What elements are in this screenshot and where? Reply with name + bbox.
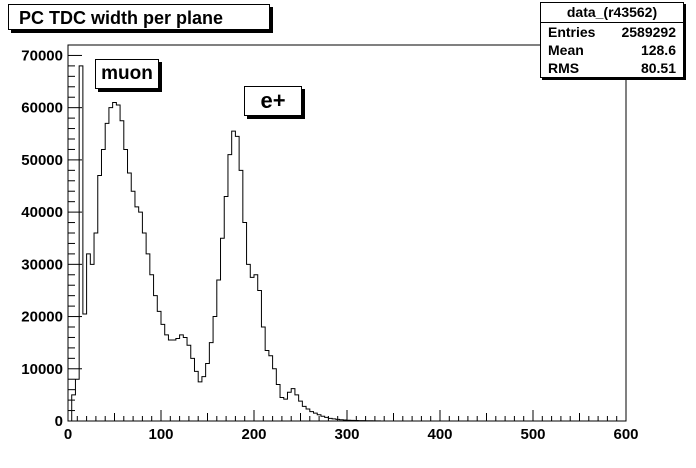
stats-mean-label: Mean [548, 42, 584, 58]
stats-row-mean: Mean 128.6 [541, 41, 683, 59]
annotation-eplus: e+ [244, 86, 302, 116]
histogram-line [68, 65, 392, 422]
x-tick-label: 100 [148, 426, 173, 443]
x-tick-label: 0 [64, 426, 72, 443]
stats-row-entries: Entries 2589292 [541, 23, 683, 41]
x-axis: 0 100 200 300 400 500 600 [64, 410, 639, 443]
y-tick-label: 40000 [21, 204, 63, 221]
stats-mean-value: 128.6 [640, 42, 676, 58]
x-tick-label: 600 [613, 426, 638, 443]
y-tick-label: 10000 [21, 361, 63, 378]
y-tick-label: 60000 [21, 100, 63, 117]
y-axis: 0 10000 20000 30000 40000 50000 60000 70000 [21, 44, 82, 430]
plot-title: PC TDC width per plane [8, 4, 270, 30]
x-tick-label: 400 [427, 426, 452, 443]
stats-entries-value: 2589292 [621, 24, 676, 40]
y-tick-label: 30000 [21, 256, 63, 273]
stats-name: data_(r43562) [541, 3, 683, 23]
x-tick-label: 200 [241, 426, 266, 443]
x-tick-label: 500 [520, 426, 545, 443]
stats-entries-label: Entries [548, 24, 596, 40]
stats-rms-label: RMS [548, 60, 580, 76]
stats-box: data_(r43562) Entries 2589292 Mean 128.6… [540, 2, 684, 78]
stats-rms-value: 80.51 [640, 60, 676, 76]
y-tick-label: 20000 [21, 309, 63, 326]
y-tick-label: 0 [55, 413, 63, 430]
x-tick-label: 300 [334, 426, 359, 443]
annotation-muon: muon [95, 59, 159, 89]
plot-frame [67, 44, 627, 422]
y-tick-label: 70000 [21, 47, 63, 64]
stats-row-rms: RMS 80.51 [541, 59, 683, 77]
y-tick-label: 50000 [21, 152, 63, 169]
